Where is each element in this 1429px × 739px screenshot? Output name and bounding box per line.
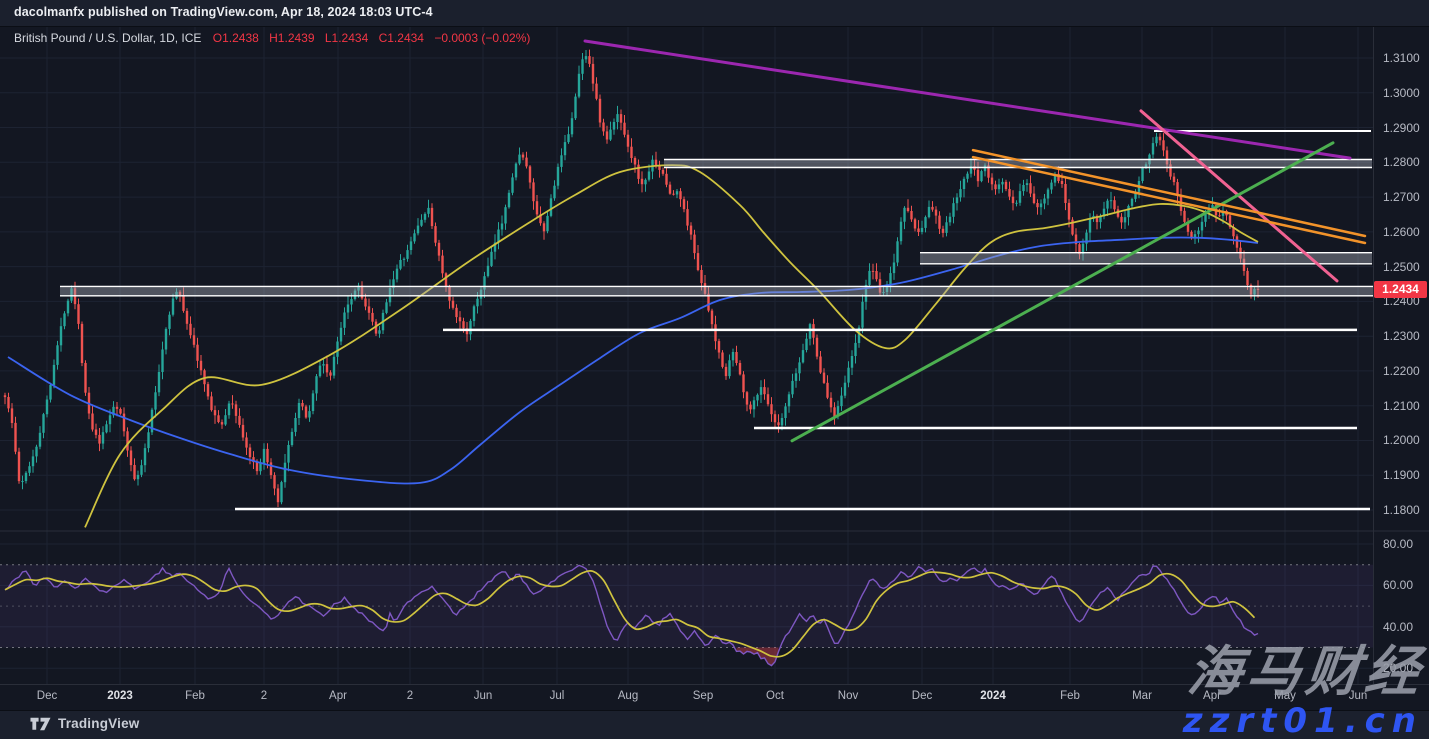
price-tick-label: 1.2300 xyxy=(1383,329,1420,344)
tradingview-brand-link[interactable]: TradingView xyxy=(30,716,139,731)
ohlc-close: C1.2434 xyxy=(378,31,424,45)
time-tick-label: 2 xyxy=(260,690,268,702)
price-tick-label: 1.2200 xyxy=(1383,363,1420,378)
time-tick-label: 2023 xyxy=(107,690,133,702)
time-tick-label: Aug xyxy=(617,690,639,702)
time-tick-label: Dec xyxy=(911,690,933,702)
last-price-badge: 1.2434 xyxy=(1374,281,1427,299)
candles xyxy=(3,49,1260,507)
publish-header-text: dacolmanfx published on TradingView.com,… xyxy=(14,5,433,19)
price-tick-label: 1.2700 xyxy=(1383,190,1420,205)
supply-zone xyxy=(60,286,1405,296)
time-tick-label: Sep xyxy=(692,690,714,702)
time-tick-label: Feb xyxy=(1060,690,1080,702)
time-tick-label: Apr xyxy=(329,690,347,702)
last-price-value: 1.2434 xyxy=(1382,282,1419,297)
ohlc-high: H1.2439 xyxy=(269,31,315,45)
time-tick-label: Jul xyxy=(549,690,565,702)
price-tick-label: 1.2600 xyxy=(1383,224,1420,239)
ma-slow-line xyxy=(7,236,1259,485)
ohlc-change: −0.0003 (−0.02%) xyxy=(434,31,531,45)
ohlc-open: O1.2438 xyxy=(212,31,259,45)
rsi-tick-label: 80.00 xyxy=(1383,537,1414,551)
publish-header: dacolmanfx published on TradingView.com,… xyxy=(0,0,1429,27)
orange-channel-lower-trendline xyxy=(971,155,1367,245)
price-tick-label: 1.2800 xyxy=(1383,155,1420,170)
descending-purple-trendline xyxy=(583,39,1352,160)
time-tick-label: Oct xyxy=(766,690,784,702)
price-tick-label: 1.2500 xyxy=(1383,259,1420,274)
rsi-tick-label: 20.00 xyxy=(1383,661,1414,676)
price-axis[interactable]: 1.3100 1.3000 1.2900 1.2800 1.2700 1.2600 1.25… xyxy=(1373,27,1429,684)
watermark-cjk-text: 海马财经 xyxy=(1184,640,1428,703)
rsi-tick-label: 60.00 xyxy=(1383,578,1414,593)
supply-zone xyxy=(664,159,1372,168)
time-tick-label: Feb xyxy=(185,690,205,702)
time-tick-label: Jun xyxy=(1348,690,1368,702)
time-tick-label: Nov xyxy=(837,690,859,702)
price-tick-label: 1.2000 xyxy=(1383,433,1420,448)
ma-fast-line xyxy=(84,164,1259,528)
price-tick-label: 1.1900 xyxy=(1383,468,1420,483)
time-tick-label: Apr xyxy=(1203,690,1221,702)
rsi-tick-label: 40.00 xyxy=(1383,619,1414,634)
time-tick-label: 2024 xyxy=(980,690,1006,702)
footer: TradingView xyxy=(0,710,1429,739)
ohlc-low: L1.2434 xyxy=(324,31,369,45)
price-tick-label: 1.3000 xyxy=(1383,85,1420,100)
symbol-legend: British Pound / U.S. Dollar, 1D, ICE O1.… xyxy=(14,31,537,45)
rsi-ma-line xyxy=(4,570,1256,658)
ascending-green-trendline xyxy=(790,141,1335,443)
time-axis[interactable]: Dec 2023 Feb 2 Apr 2 Jun Jul Aug Sep Oct Nov Dec 2024… xyxy=(0,684,1429,710)
time-tick-label: May xyxy=(1274,690,1296,702)
price-tick-label: 1.1800 xyxy=(1383,503,1420,517)
watermark-site-url: zzrt01.cn xyxy=(1182,701,1423,739)
orange-channel-upper-trendline xyxy=(971,148,1367,238)
price-tick-label: 1.2100 xyxy=(1383,398,1420,413)
price-tick-label: 1.2900 xyxy=(1383,120,1420,135)
time-tick-label: Jun xyxy=(473,690,493,702)
price-tick-label: 1.3100 xyxy=(1383,51,1420,65)
symbol-title[interactable]: British Pound / U.S. Dollar, 1D, ICE xyxy=(14,31,202,45)
time-tick-label: Mar xyxy=(1132,690,1152,702)
time-tick-label: 2 xyxy=(406,690,414,702)
supply-zone xyxy=(920,252,1372,264)
time-tick-label: Dec xyxy=(36,690,58,702)
tradingview-brand-text: TradingView xyxy=(58,716,140,731)
tradingview-logo-icon xyxy=(30,717,51,731)
